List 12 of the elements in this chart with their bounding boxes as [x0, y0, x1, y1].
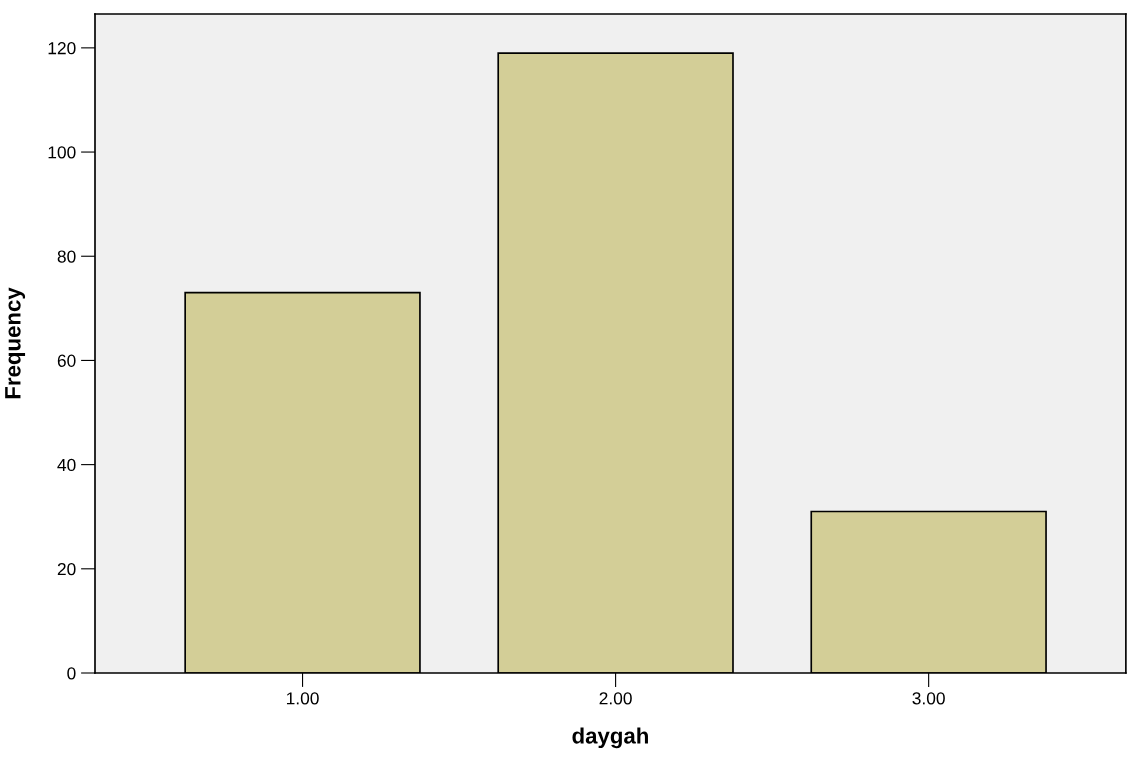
- y-tick-label: 100: [48, 146, 76, 159]
- y-tick-label: 40: [57, 458, 76, 472]
- y-tick-label: 80: [57, 250, 76, 263]
- x-axis-title: daygah: [572, 727, 648, 749]
- y-axis-title: Frequency: [5, 287, 26, 399]
- y-tick-label: 20: [57, 562, 76, 576]
- y-tick-label: 0: [67, 667, 76, 680]
- x-tick-label: 3.00: [912, 692, 945, 705]
- x-tick-label: 2.00: [599, 692, 632, 705]
- y-tick-label: 60: [57, 354, 76, 367]
- y-tick-label: 120: [48, 42, 76, 55]
- x-tick-label: 1.00: [286, 692, 319, 705]
